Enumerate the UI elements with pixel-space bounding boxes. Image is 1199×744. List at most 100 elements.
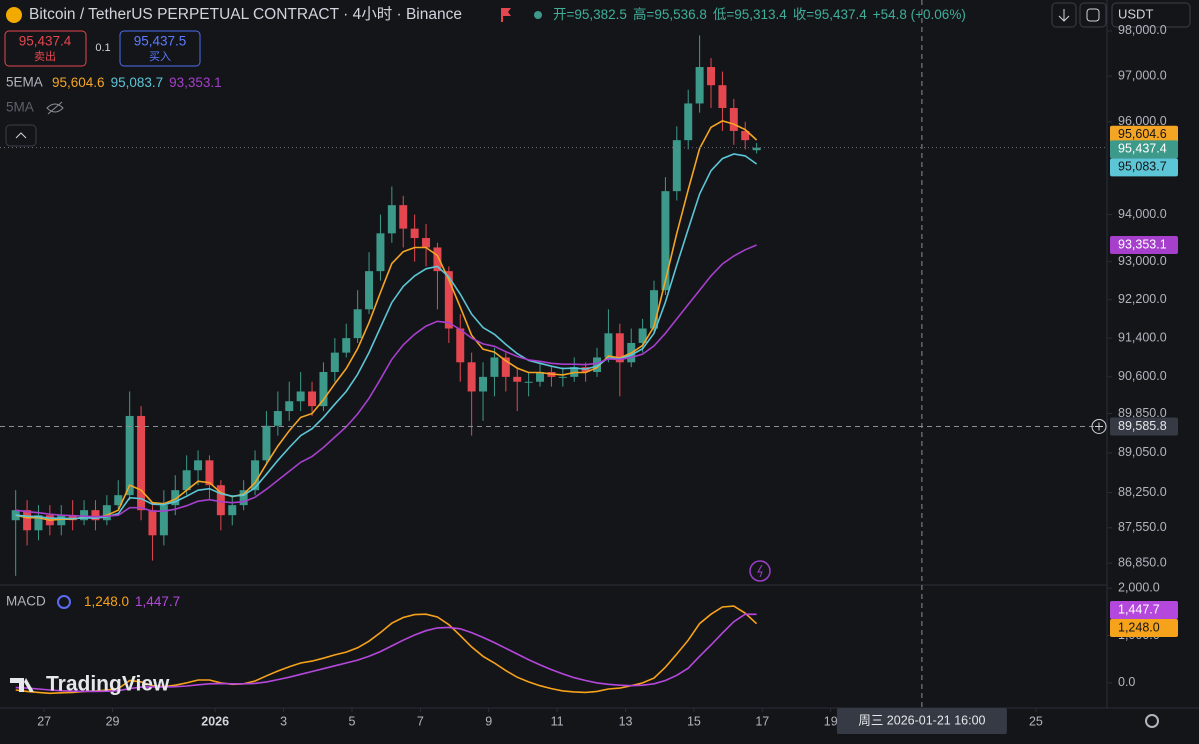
y-tick-label: 89,050.0 xyxy=(1118,445,1167,459)
x-tick-label: 5 xyxy=(348,714,355,728)
download-icon xyxy=(1058,9,1070,22)
symbol-title: Bitcoin / TetherUS PERPETUAL CONTRACT · … xyxy=(29,5,462,23)
axis-value-box xyxy=(1110,235,1178,254)
candle-body xyxy=(536,372,545,382)
candle-body xyxy=(91,510,100,521)
sell-button[interactable] xyxy=(4,30,87,67)
candle-body xyxy=(11,510,20,521)
status-dot xyxy=(534,11,542,19)
hide-icon[interactable] xyxy=(46,101,64,115)
candle-body xyxy=(433,247,442,272)
candle-body xyxy=(57,515,66,526)
x-tick-label: 19 xyxy=(824,714,838,728)
axis-value-label: 95,083.7 xyxy=(1118,160,1167,174)
ema-values: 95,604.6 95,083.7 93,353.1 xyxy=(52,75,222,90)
axis-value-box xyxy=(1110,125,1178,144)
candle-body xyxy=(490,357,499,377)
buy-price: 95,437.5 xyxy=(134,34,187,49)
crosshair-x-box xyxy=(836,708,1007,734)
x-tick-label: 27 xyxy=(37,714,51,728)
axis-value-label: 95,604.6 xyxy=(1118,127,1167,141)
ema-line xyxy=(15,153,758,520)
x-tick-label: 29 xyxy=(106,714,120,728)
settings-icon[interactable] xyxy=(1145,714,1159,728)
y-tick-label: 96,000.0 xyxy=(1118,114,1167,128)
y-tick-label: 98,000.0 xyxy=(1118,23,1167,37)
macd-icon xyxy=(57,595,71,609)
candle-body xyxy=(718,85,727,109)
brand-logo xyxy=(10,678,34,692)
candle-body xyxy=(410,228,419,239)
candle-body xyxy=(661,191,670,291)
event-icon[interactable] xyxy=(749,560,771,582)
y-tick-label: 2,000.0 xyxy=(1118,580,1160,594)
candle-body xyxy=(524,381,533,383)
axis-value-box xyxy=(1110,600,1178,619)
currency-select[interactable] xyxy=(1111,2,1191,28)
x-tick-label: 25 xyxy=(1029,714,1043,728)
crosshair-y-label: 89,585.8 xyxy=(1118,419,1167,433)
candle-body xyxy=(137,415,146,511)
candle-body xyxy=(308,391,317,407)
x-tick-label: 3 xyxy=(280,714,287,728)
collapse-button[interactable] xyxy=(5,124,37,147)
add-alert-plus xyxy=(1095,422,1103,431)
y-tick-label: 91,400.0 xyxy=(1118,330,1167,344)
x-tick-label: 2026 xyxy=(201,714,229,728)
download-button[interactable] xyxy=(1051,2,1077,28)
candle-body xyxy=(593,357,602,373)
candle-body xyxy=(672,140,681,192)
candle-body xyxy=(479,376,488,392)
candle-body xyxy=(330,352,339,373)
candle-body xyxy=(296,391,305,402)
y-tick-label: 94,000.0 xyxy=(1118,207,1167,221)
candle-body xyxy=(228,505,237,516)
add-alert-icon[interactable] xyxy=(1091,418,1107,434)
x-tick-label: 9 xyxy=(485,714,492,728)
candle-body xyxy=(558,376,567,378)
candle-body xyxy=(239,490,248,506)
y-tick-label: 87,550.0 xyxy=(1118,520,1167,534)
candle-body xyxy=(114,495,123,506)
plot xyxy=(11,35,761,695)
macd-line xyxy=(15,613,757,693)
candle-body xyxy=(262,425,271,461)
buy-button[interactable] xyxy=(119,30,201,67)
candle-body xyxy=(422,238,431,248)
candle-body xyxy=(216,485,225,516)
candle-body xyxy=(68,515,77,521)
candle-body xyxy=(23,510,32,531)
candle-body xyxy=(650,290,659,329)
candle-body xyxy=(251,460,260,491)
axis-value-box xyxy=(1110,618,1178,637)
candle-body xyxy=(353,309,362,339)
candle-body xyxy=(342,338,351,353)
candle-body xyxy=(695,67,704,104)
candle-body xyxy=(171,490,180,506)
flag-icon[interactable] xyxy=(501,8,511,22)
axis-value-label: 95,437.4 xyxy=(1118,142,1167,156)
candle-body xyxy=(80,510,89,521)
macd-label: MACD xyxy=(6,594,46,609)
candle-body xyxy=(707,67,716,86)
order-size: 0.1 xyxy=(95,42,110,54)
refresh-icon xyxy=(1086,8,1100,22)
refresh-button[interactable] xyxy=(1079,2,1107,28)
candle-body xyxy=(399,205,408,229)
event-bolt xyxy=(757,564,763,578)
ohlc: 开=95,382.5 高=95,536.8 低=95,313.4 收=95,437.4… xyxy=(553,6,966,22)
y-tick-label: 92,200.0 xyxy=(1118,292,1167,306)
ema-label: 5EMA xyxy=(6,75,43,90)
candle-body xyxy=(638,328,647,343)
buy-label: 买入 xyxy=(149,50,171,63)
currency: USDT xyxy=(1118,6,1153,21)
candle-body xyxy=(729,108,738,131)
candle-body xyxy=(273,411,282,426)
candle-body xyxy=(684,103,693,141)
y-tick-label: 89,850.0 xyxy=(1118,406,1167,420)
candle-body xyxy=(194,460,203,471)
axis-value-label: 1,248.0 xyxy=(1118,620,1160,634)
y-tick-label: 88,250.0 xyxy=(1118,485,1167,499)
candle-body xyxy=(148,510,157,536)
